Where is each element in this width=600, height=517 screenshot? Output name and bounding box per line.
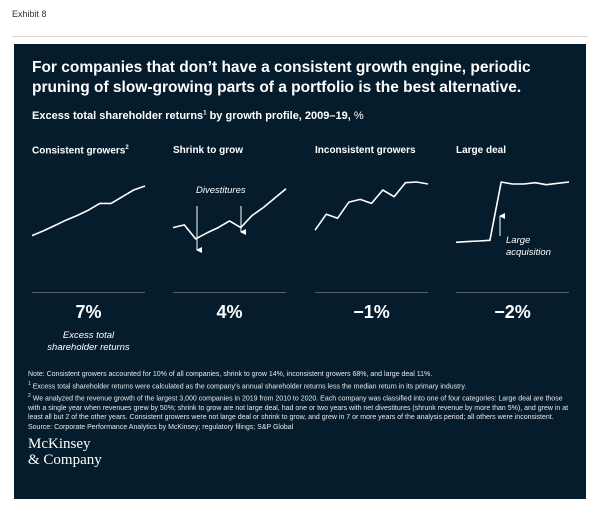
value-caption-line2: shareholder returns [47,342,130,353]
value-inconsistent-growers: −1% [353,302,390,322]
subtitle-text: Excess total shareholder returns [32,110,204,122]
separator-large-deal [456,292,569,293]
annotation-divestitures: Divestitures [196,185,246,196]
chart-subtitle: Excess total shareholder returns1 by gro… [32,110,364,122]
value-large-deal: −2% [494,302,531,322]
subtitle-footnote-mark: 1 [203,110,207,117]
mckinsey-logo: McKinsey & Company [28,436,102,468]
subtitle-rest: by growth profile, 2009–19, [206,110,351,122]
series-line-shrink-to-grow [172,188,287,240]
value-caption-line1: Excess total [62,330,115,341]
title-consistent-growers: Consistent growers2 [32,145,129,156]
value-consistent-growers: 7% [75,302,102,322]
logo-line1: McKinsey [28,436,91,452]
footnote-1-mark: 1 [28,381,31,387]
footnote-2-mark: 2 [28,393,31,400]
title-footnote-mark: 2 [125,145,129,151]
value-shrink-to-grow: 4% [216,302,243,322]
logo-line2: & Company [28,452,102,468]
series-line-inconsistent-growers [314,181,429,231]
footnote-2-text: We analyzed the revenue growth of the la… [28,395,569,421]
subtitle-unit: % [350,110,364,122]
footnote-1: 1 Excess total shareholder returns were … [28,380,576,391]
annotation-large: Large [506,235,531,246]
title-inconsistent-growers: Inconsistent growers [315,145,416,156]
note-main: Note: Consistent growers accounted for 1… [28,371,433,378]
exhibit-label: Exhibit 8 [12,9,47,19]
title-consistent-growers-text: Consistent growers [32,145,126,157]
title-shrink-to-grow: Shrink to grow [173,145,243,156]
footnotes: Note: Consistent growers accounted for 1… [28,370,576,433]
source-note: Source: Corporate Performance Analytics … [28,423,294,431]
annotation-large-acquisition: Large acquisition [506,235,551,259]
value-caption: Excess total shareholder returns [32,330,145,354]
annotation-acquisition: acquisition [506,247,551,258]
footnote-1-text: Excess total shareholder returns were ca… [32,383,467,391]
separator-consistent [32,292,145,293]
exhibit-panel: For companies that don’t have a consiste… [14,44,586,499]
headline: For companies that don’t have a consiste… [32,59,531,96]
separator-inconsistent [315,292,428,293]
title-large-deal: Large deal [456,145,507,156]
series-line-large-deal [455,181,570,244]
footnote-2: 2 We analyzed the revenue growth of the … [28,392,576,421]
separator-shrink [173,292,286,293]
series-line-consistent-growers [31,185,146,237]
line-charts [31,181,570,253]
top-divider [12,36,588,37]
